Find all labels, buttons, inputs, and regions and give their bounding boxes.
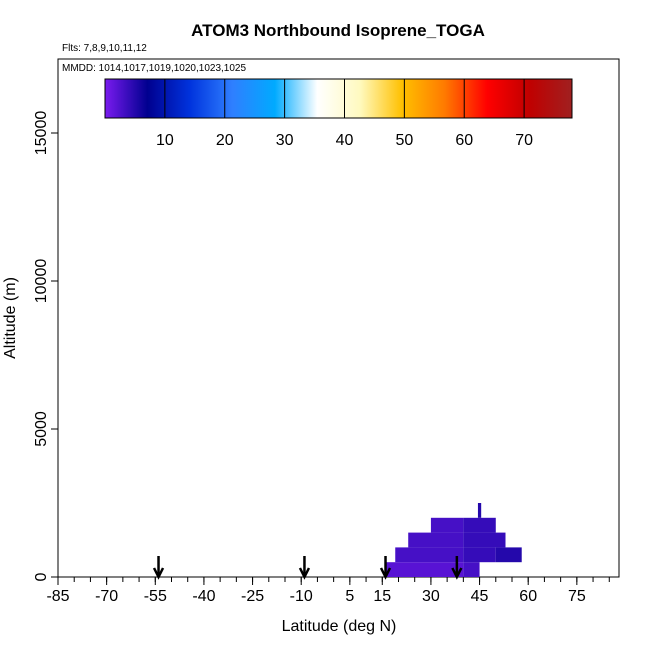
x-tick-label: 45 xyxy=(471,588,489,605)
flight-arrows xyxy=(152,556,463,580)
y-tick-label: 15000 xyxy=(33,111,50,156)
colorbar-tick-label: 50 xyxy=(395,132,413,149)
plot-frame xyxy=(57,58,620,578)
colorbar-tick-label: 40 xyxy=(336,132,354,149)
y-tick-label: 5000 xyxy=(33,411,50,447)
heatmap-cell xyxy=(430,517,464,533)
colorbar-tick-label: 10 xyxy=(156,132,174,149)
flights-subtitle: Flts: 7,8,9,10,11,12 xyxy=(62,43,147,54)
x-tick-label: -55 xyxy=(144,588,167,605)
colorbar-tick-label: 70 xyxy=(515,132,533,149)
chart-title: ATOM3 Northbound Isoprene_TOGA xyxy=(191,21,485,40)
heatmap-cell xyxy=(463,532,506,548)
heatmap-cell xyxy=(477,503,482,518)
colorbar-tick-label: 60 xyxy=(455,132,473,149)
x-tick-label: 30 xyxy=(422,588,440,605)
x-tick-label: -85 xyxy=(46,588,69,605)
heatmap-cell xyxy=(385,562,464,577)
x-tick-label: -10 xyxy=(290,588,313,605)
x-tick-label: 5 xyxy=(345,588,354,605)
dates-subtitle: MMDD: 1014,1017,1019,1020,1023,1025 xyxy=(62,63,246,74)
colorbar-tick-label: 30 xyxy=(276,132,294,149)
x-tick-label: 75 xyxy=(568,588,586,605)
colorbar: 10 20 30 40 50 60 70 xyxy=(104,78,573,149)
colorbar-tick-label: 20 xyxy=(216,132,234,149)
heatmap-cell xyxy=(408,532,464,548)
x-tick-label: -25 xyxy=(241,588,264,605)
colorbar-gradient xyxy=(104,78,573,119)
flight-arrow xyxy=(379,556,392,580)
y-axis: 0 5000 10000 15000 xyxy=(33,111,58,581)
x-tick-label: -70 xyxy=(95,588,118,605)
heatmap-cell xyxy=(395,547,464,563)
x-tick-label: -40 xyxy=(192,588,215,605)
heatmap-cell xyxy=(463,517,496,533)
heatmap-cell xyxy=(495,547,522,563)
heatmap-cells xyxy=(385,503,522,577)
x-tick-label: 60 xyxy=(519,588,537,605)
y-tick-label: 10000 xyxy=(33,259,50,304)
y-axis-label: Altitude (m) xyxy=(2,277,19,359)
flight-arrow xyxy=(152,556,165,580)
flight-arrow xyxy=(298,556,311,580)
heatmap-cell xyxy=(463,562,480,577)
flight-arrow xyxy=(451,556,463,580)
x-axis-label: Latitude (deg N) xyxy=(282,618,397,635)
heatmap-cell xyxy=(463,547,496,563)
y-tick-label: 0 xyxy=(33,572,50,581)
x-tick-label: 15 xyxy=(373,588,391,605)
x-axis: -85 -70 -55 -40 -25 -10 5 15 30 45 60 75 xyxy=(46,577,610,605)
